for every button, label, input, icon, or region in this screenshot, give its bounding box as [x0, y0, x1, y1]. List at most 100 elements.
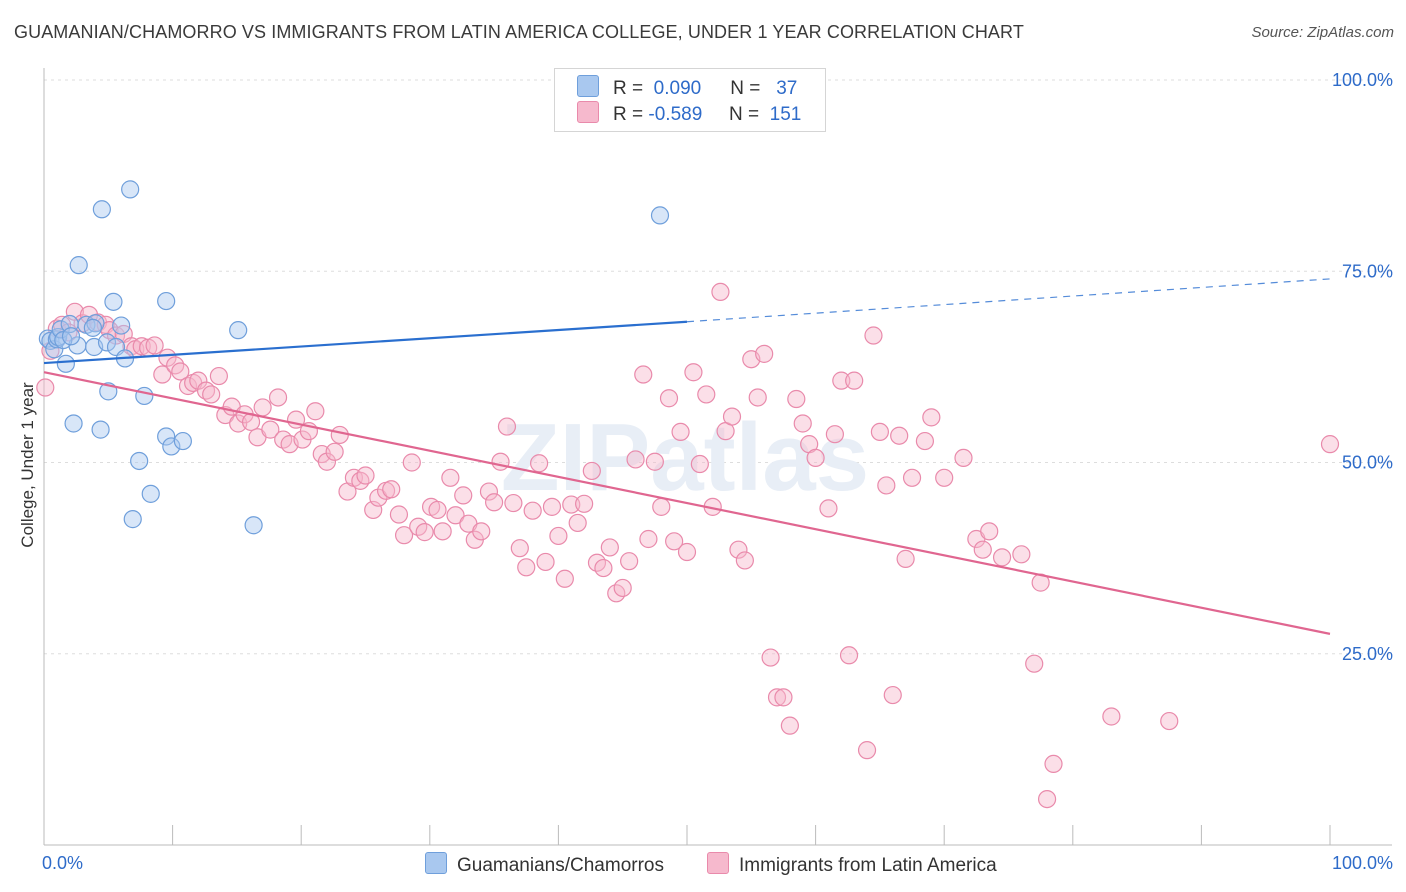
point-latin-america	[1160, 711, 1179, 731]
point-latin-america	[517, 558, 536, 577]
bottom-legend-label-guamanian: Guamanians/Chamorros	[457, 855, 664, 876]
point-latin-america	[209, 366, 228, 386]
x-tick-label: 0.0%	[42, 853, 83, 873]
point-latin-america	[626, 450, 645, 469]
point-latin-america	[549, 526, 568, 546]
y-tick-label: 100.0%	[1332, 70, 1393, 90]
point-latin-america	[711, 282, 730, 302]
point-latin-america	[877, 476, 896, 495]
point-latin-america	[504, 493, 523, 513]
point-latin-america	[690, 454, 709, 474]
point-guamanian	[112, 316, 131, 335]
point-latin-america	[729, 540, 748, 559]
point-guamanian	[92, 200, 111, 219]
point-latin-america	[575, 494, 594, 513]
point-latin-america	[684, 363, 703, 382]
tick-labels: 100.0% 75.0% 50.0% 25.0% 0.0% 100.0%	[42, 70, 1393, 873]
point-latin-america	[394, 526, 414, 545]
point-latin-america	[382, 480, 401, 499]
point-guamanian	[91, 420, 110, 439]
point-latin-america	[202, 385, 221, 404]
point-latin-america	[317, 452, 337, 471]
point-guamanian	[121, 180, 140, 199]
point-guamanian	[51, 320, 70, 339]
point-latin-america	[158, 348, 177, 367]
point-latin-america	[671, 422, 690, 441]
point-latin-america	[428, 500, 447, 520]
legend-n-label: N =	[728, 104, 760, 125]
trendline-latin-america	[43, 371, 1331, 635]
legend-r-label: R =	[613, 78, 644, 99]
point-latin-america	[665, 532, 684, 551]
trendlines	[43, 278, 1331, 635]
point-latin-america	[600, 538, 619, 557]
point-latin-america	[356, 466, 375, 485]
point-latin-america	[973, 540, 992, 559]
point-latin-america	[832, 371, 851, 390]
bottom-legend-swatch-pink	[707, 852, 729, 874]
point-latin-america	[555, 569, 574, 588]
point-latin-america	[479, 482, 499, 501]
legend-row-guamanian: R = 0.090 N = 37	[577, 75, 797, 101]
bottom-legend-latin-america: Immigrants from Latin America	[707, 852, 997, 877]
point-latin-america	[735, 551, 754, 570]
series-latin-america-points	[36, 282, 1340, 809]
trendline-guamanian	[43, 320, 688, 365]
y-tick-label: 75.0%	[1342, 261, 1393, 281]
point-latin-america	[369, 488, 388, 507]
point-latin-america	[568, 513, 587, 533]
point-latin-america	[132, 337, 151, 356]
point-latin-america	[189, 371, 208, 390]
point-latin-america	[472, 522, 491, 541]
point-latin-america	[613, 578, 632, 598]
watermark: ZIPatlas	[501, 404, 869, 511]
point-latin-america	[839, 646, 859, 665]
legend-n-value: 151	[769, 104, 802, 125]
point-guamanian	[162, 437, 181, 456]
bottom-legend-swatch-blue	[425, 852, 447, 874]
point-latin-america	[268, 388, 288, 407]
point-latin-america	[922, 408, 941, 427]
point-guamanian	[69, 256, 88, 275]
point-latin-america	[1012, 545, 1031, 564]
legend-n-label: N =	[730, 78, 761, 99]
point-latin-america	[915, 431, 935, 451]
point-latin-america	[330, 425, 349, 445]
legend-n-value: 37	[776, 78, 798, 99]
point-latin-america	[433, 522, 452, 541]
point-latin-america	[767, 688, 787, 707]
point-latin-america	[652, 497, 671, 516]
point-latin-america	[530, 454, 549, 473]
point-latin-america	[497, 417, 517, 436]
point-latin-america	[659, 389, 679, 408]
point-latin-america	[748, 388, 767, 407]
point-latin-america	[178, 376, 198, 396]
point-latin-america	[1044, 754, 1063, 774]
point-latin-america	[261, 420, 280, 439]
point-latin-america	[677, 542, 697, 562]
legend-r-value: 0.090	[653, 78, 702, 99]
point-latin-america	[890, 426, 909, 445]
point-latin-america	[935, 468, 954, 487]
bottom-legend-guamanian: Guamanians/Chamorros	[425, 852, 664, 877]
point-latin-america	[351, 471, 370, 490]
axes	[43, 68, 1392, 846]
point-latin-america	[253, 398, 272, 417]
point-latin-america	[542, 497, 562, 516]
point-latin-america	[1102, 707, 1121, 726]
point-guamanian	[173, 431, 192, 451]
point-guamanian	[64, 414, 83, 433]
legend-swatch-blue	[577, 75, 599, 97]
bottom-legend-label-latin-america: Immigrants from Latin America	[739, 855, 997, 876]
point-latin-america	[780, 716, 799, 735]
point-latin-america	[992, 548, 1012, 567]
point-latin-america	[510, 539, 529, 558]
y-axis-label: College, Under 1 year	[18, 382, 37, 548]
point-latin-america	[755, 344, 774, 363]
point-latin-america	[485, 493, 504, 512]
point-latin-america	[819, 499, 838, 518]
point-latin-america	[454, 486, 473, 505]
point-latin-america	[787, 389, 806, 409]
point-latin-america	[389, 505, 409, 524]
